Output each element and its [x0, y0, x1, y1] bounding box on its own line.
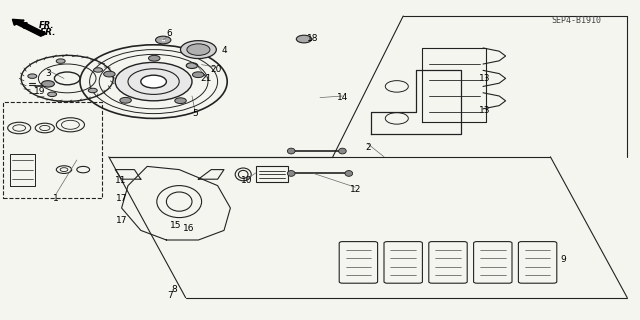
Text: 19: 19	[34, 87, 45, 96]
Ellipse shape	[345, 171, 353, 176]
Text: 16: 16	[183, 224, 195, 233]
Text: 1: 1	[54, 194, 59, 203]
Text: SEP4-B1910: SEP4-B1910	[552, 16, 602, 25]
Circle shape	[186, 63, 198, 68]
Text: 17: 17	[116, 216, 127, 225]
Text: 15: 15	[170, 221, 182, 230]
Ellipse shape	[287, 171, 295, 176]
Text: FR.: FR.	[40, 28, 56, 36]
Circle shape	[187, 44, 210, 55]
Circle shape	[148, 55, 160, 61]
Circle shape	[193, 72, 204, 77]
Text: 9: 9	[561, 255, 566, 264]
Text: 8: 8	[172, 285, 177, 294]
Text: 5: 5	[193, 109, 198, 118]
Circle shape	[56, 59, 65, 63]
Circle shape	[175, 98, 186, 104]
Text: 14: 14	[337, 93, 348, 102]
Text: 3: 3	[45, 69, 51, 78]
Circle shape	[104, 71, 115, 77]
Circle shape	[88, 88, 97, 93]
Text: 13: 13	[479, 74, 491, 83]
Circle shape	[180, 41, 216, 59]
Text: 11: 11	[115, 176, 126, 185]
Circle shape	[141, 75, 166, 88]
Circle shape	[296, 35, 312, 43]
Text: 10: 10	[241, 176, 252, 185]
Text: FR.: FR.	[38, 21, 54, 30]
Text: 7: 7	[167, 292, 172, 300]
Text: 18: 18	[307, 34, 318, 43]
Text: 21: 21	[200, 74, 212, 83]
Text: 4: 4	[221, 46, 227, 55]
Circle shape	[42, 81, 54, 87]
Ellipse shape	[287, 148, 295, 154]
Circle shape	[156, 36, 171, 44]
Circle shape	[115, 62, 192, 101]
Circle shape	[120, 97, 131, 103]
Circle shape	[47, 92, 56, 97]
Circle shape	[28, 74, 36, 78]
Text: 2: 2	[365, 143, 371, 152]
Ellipse shape	[339, 148, 346, 154]
Circle shape	[93, 68, 102, 72]
Text: 6: 6	[167, 29, 172, 38]
Text: 17: 17	[116, 194, 127, 203]
Text: 12: 12	[349, 185, 361, 194]
Text: 20: 20	[211, 65, 222, 74]
Text: 13: 13	[479, 106, 491, 115]
FancyArrow shape	[12, 19, 46, 36]
